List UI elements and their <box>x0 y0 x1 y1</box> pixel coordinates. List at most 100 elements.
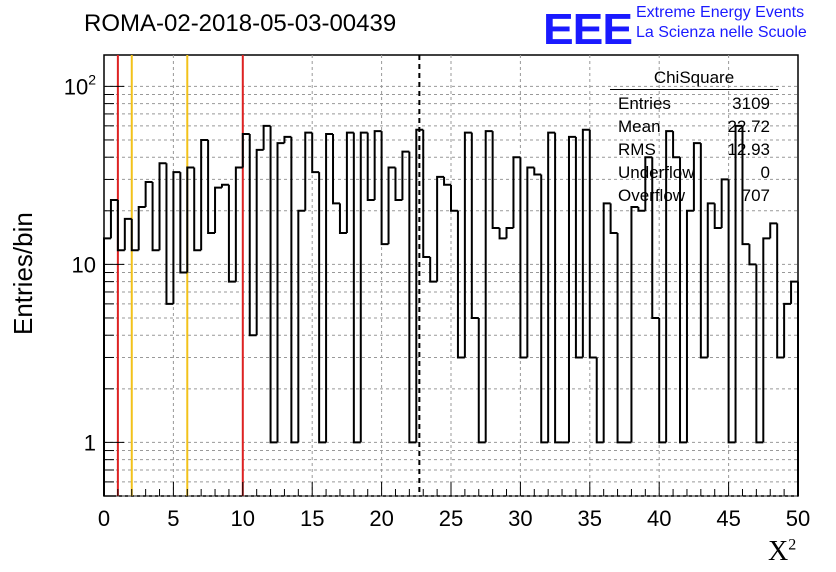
histogram-bin <box>401 150 410 200</box>
histogram-bin <box>588 129 597 359</box>
histogram-bin <box>644 156 653 211</box>
histogram-bin <box>519 157 528 359</box>
stats-value: 0 <box>760 163 770 182</box>
histogram-bin <box>672 131 681 159</box>
histogram-bin <box>172 171 181 304</box>
histogram-bin <box>200 138 209 251</box>
histogram-bin <box>214 186 222 234</box>
histogram-bin <box>574 136 583 359</box>
logo-caption: Extreme Energy Events La Scienza nelle S… <box>636 3 807 43</box>
stats-label: Overflow <box>618 186 686 205</box>
stats-row-entries: Entries 3109 <box>610 92 778 115</box>
x-tick-label: 5 <box>167 506 179 531</box>
histogram-bin <box>151 182 160 252</box>
stats-label: Mean <box>618 117 661 136</box>
histogram-bin <box>325 132 334 443</box>
stats-row-overflow: Overflow 707 <box>610 184 778 207</box>
x-axis-label: X2 <box>768 536 797 567</box>
stats-label: Entries <box>618 94 671 113</box>
stats-value: 22.72 <box>727 117 770 136</box>
histogram-bin <box>318 172 327 444</box>
histogram-bin <box>158 162 167 251</box>
histogram-bin <box>304 131 313 211</box>
histogram-bin <box>443 176 451 186</box>
histogram-bin <box>609 203 618 235</box>
chart-title: ROMA-02-2018-05-03-00439 <box>84 10 397 37</box>
stats-value: 12.93 <box>727 140 770 159</box>
histogram-bin <box>762 237 771 443</box>
histogram-bin <box>581 128 590 358</box>
stats-row-underflow: Underflow 0 <box>610 161 778 184</box>
y-axis-label: Entries/bin <box>8 212 38 335</box>
x-tick-label: 10 <box>231 506 255 531</box>
histogram-bin <box>123 217 132 251</box>
histogram-bin <box>651 157 660 319</box>
histogram-bin <box>741 125 750 246</box>
histogram-bin <box>505 227 514 239</box>
histogram-bin <box>116 199 125 252</box>
histogram-bin <box>540 174 549 444</box>
histogram-bin <box>477 317 486 444</box>
marker-lines <box>116 55 421 496</box>
histogram-bin <box>692 142 701 211</box>
histogram-bin <box>276 142 285 443</box>
histogram-bin <box>165 163 174 305</box>
histogram-bin <box>734 124 743 443</box>
histogram-bin <box>567 135 576 443</box>
histogram-bin <box>220 183 229 188</box>
histogram-bin <box>262 124 271 150</box>
histogram-bin <box>554 132 563 444</box>
stats-value: 3109 <box>732 94 770 113</box>
histogram-bin <box>512 156 521 229</box>
histogram-bin <box>727 179 736 444</box>
histogram-bin <box>345 131 354 234</box>
histogram-bin <box>429 257 438 283</box>
histogram-bin <box>297 209 306 443</box>
histogram-bin <box>685 209 694 443</box>
logo-line1: Extreme Energy Events <box>636 4 805 21</box>
histogram-bin <box>790 280 798 304</box>
histogram-bin <box>137 206 146 251</box>
eee-logo: EEE <box>543 4 633 54</box>
axis-ticks <box>103 85 799 497</box>
histogram-bin <box>290 136 299 444</box>
histogram-bin <box>706 202 715 358</box>
histogram-bin <box>422 129 431 259</box>
stats-label: Underflow <box>618 163 695 182</box>
histogram-bin <box>776 223 785 359</box>
histogram-bin <box>630 206 639 443</box>
histogram-bin <box>699 143 708 359</box>
histogram-bin <box>547 131 556 443</box>
histogram-bin <box>394 167 403 201</box>
histogram-bin <box>484 130 493 443</box>
histogram-bin <box>748 244 757 266</box>
histogram-bin <box>498 228 507 240</box>
histogram-bin <box>103 237 111 496</box>
histogram-bin <box>436 175 445 282</box>
histogram-bin <box>255 148 264 336</box>
histogram-bin <box>359 131 368 443</box>
histogram-bin <box>602 202 611 443</box>
histogram-bin <box>470 132 479 319</box>
x-tick-label: 15 <box>300 506 324 531</box>
histogram-bin <box>526 166 535 358</box>
histogram-bin <box>720 178 729 229</box>
histogram-bin <box>491 131 500 230</box>
histogram-bin <box>450 184 458 212</box>
histogram-bin <box>408 151 417 444</box>
histogram-bin <box>227 184 236 283</box>
histogram-bin <box>387 166 396 245</box>
histogram-bin <box>283 135 292 144</box>
x-tick-label: 20 <box>369 506 393 531</box>
x-tick-label: 25 <box>439 506 463 531</box>
x-tick-label: 45 <box>716 506 740 531</box>
stats-box: ChiSquare Entries 3109 Mean 22.72 RMS 12… <box>610 68 778 207</box>
y-tick-label: 102 <box>64 71 96 99</box>
histogram-bin <box>533 167 542 176</box>
histogram-bin <box>130 218 139 252</box>
histogram-bin <box>373 130 382 200</box>
stats-title: ChiSquare <box>610 68 778 90</box>
histogram-bin <box>679 157 687 444</box>
